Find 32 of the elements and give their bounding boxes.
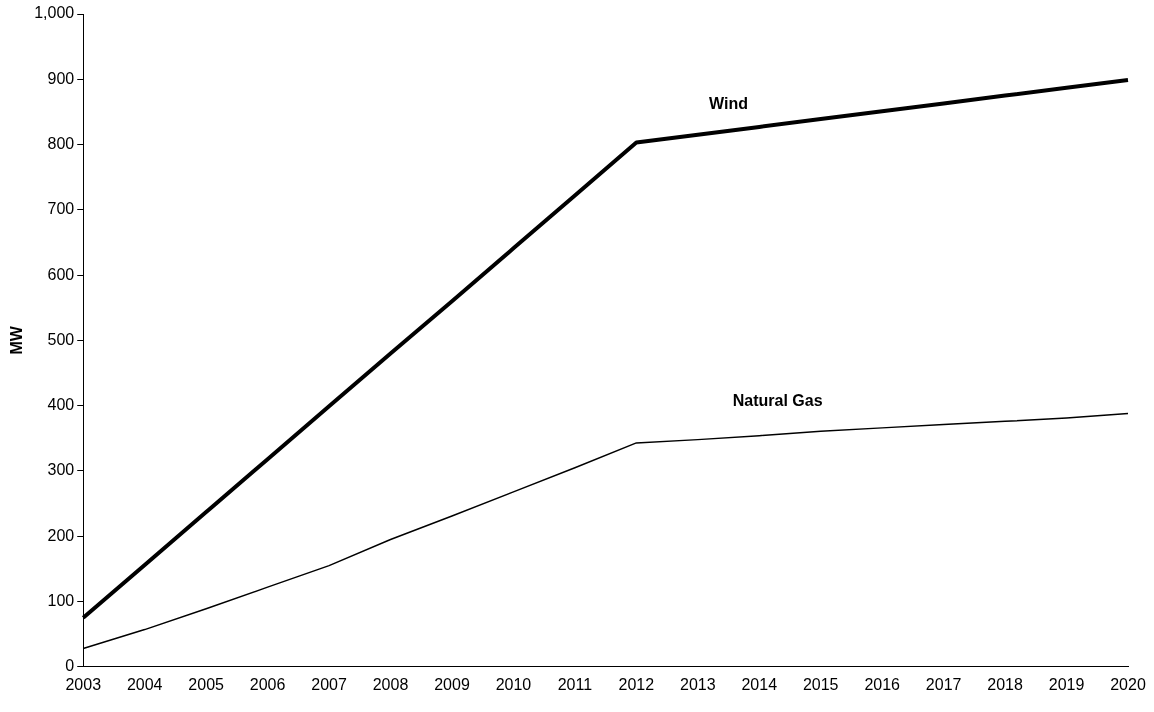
y-tick-label: 1,000 bbox=[34, 4, 75, 22]
series-label: Wind bbox=[709, 94, 749, 112]
y-tick-label: 500 bbox=[47, 330, 75, 348]
y-axis-title: MW bbox=[8, 325, 26, 355]
x-tick-label: 2009 bbox=[434, 675, 470, 693]
x-tick-label: 2008 bbox=[372, 675, 409, 693]
series-label: Natural Gas bbox=[732, 392, 823, 410]
x-tick-label: 2014 bbox=[741, 675, 778, 693]
x-tick-label: 2015 bbox=[802, 675, 839, 693]
x-tick-label: 2010 bbox=[495, 675, 532, 693]
y-tick-label: 200 bbox=[47, 526, 75, 544]
x-tick-label: 2018 bbox=[987, 675, 1023, 693]
x-tick-label: 2004 bbox=[126, 675, 163, 693]
x-tick-label: 2003 bbox=[65, 675, 102, 693]
x-tick-label: 2013 bbox=[680, 675, 716, 693]
y-tick-label: 0 bbox=[65, 657, 75, 675]
x-tick-label: 2007 bbox=[311, 675, 347, 693]
x-tick-label: 2019 bbox=[1048, 675, 1085, 693]
x-tick-label: 2006 bbox=[249, 675, 286, 693]
y-tick-label: 300 bbox=[47, 461, 75, 479]
x-tick-label: 2020 bbox=[1110, 675, 1146, 693]
y-tick-label: 900 bbox=[47, 69, 75, 87]
y-tick-label: 100 bbox=[47, 591, 75, 609]
y-tick-label: 700 bbox=[47, 200, 75, 218]
x-tick-label: 2011 bbox=[557, 675, 593, 693]
y-tick-label: 400 bbox=[47, 396, 75, 414]
x-tick-label: 2017 bbox=[925, 675, 962, 693]
y-tick-label: 800 bbox=[47, 134, 75, 152]
x-tick-label: 2012 bbox=[618, 675, 655, 693]
x-tick-label: 2016 bbox=[864, 675, 901, 693]
x-tick-label: 2005 bbox=[188, 675, 225, 693]
y-tick-label: 600 bbox=[47, 265, 75, 283]
